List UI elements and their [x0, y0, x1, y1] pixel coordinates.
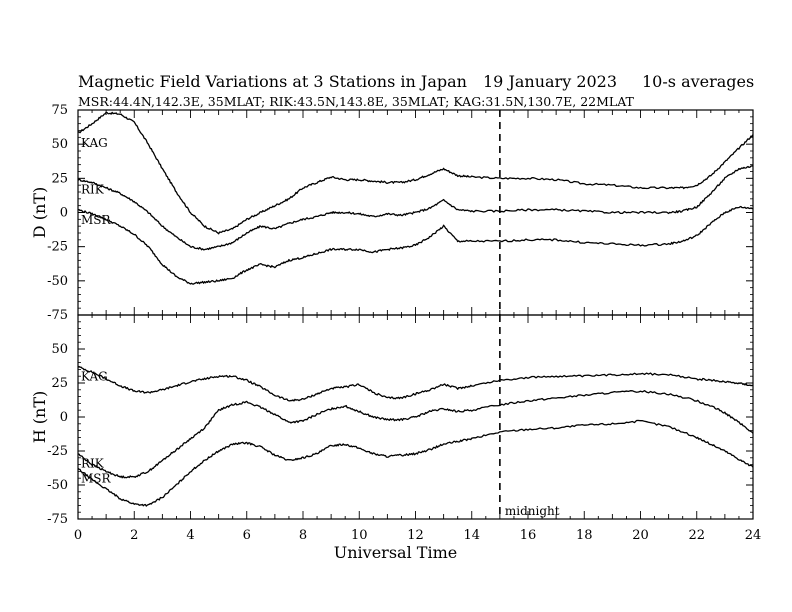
bottom-ytick-label: 0: [60, 410, 68, 425]
chart-title: Magnetic Field Variations at 3 Stations …: [78, 72, 467, 91]
top-series-rik: [77, 165, 754, 251]
top-ytick-label: 0: [60, 206, 68, 221]
top-series-kag: [77, 111, 754, 235]
top-ytick-label: 75: [51, 103, 68, 118]
chart-header: Magnetic Field Variations at 3 Stations …: [78, 72, 758, 92]
x-axis-title: Universal Time: [334, 543, 457, 562]
bottom-series-kag: [77, 365, 754, 402]
bottom-series-label-rik: RIK: [81, 457, 105, 471]
bottom-xtick-label: 18: [576, 528, 593, 543]
bottom-y-axis-title: H (nT): [30, 391, 49, 444]
bottom-xtick-label: 8: [299, 528, 307, 543]
bottom-ytick-label: -75: [47, 512, 68, 527]
top-series-msr: [77, 205, 754, 285]
bottom-ytick-label: -50: [47, 478, 68, 493]
bottom-xtick-label: 2: [130, 528, 138, 543]
bottom-xtick-label: 20: [632, 528, 649, 543]
top-series-label-msr: MSR: [81, 213, 112, 227]
bottom-ytick-label: 25: [51, 376, 68, 391]
chart-date: 19 January 2023: [483, 72, 618, 91]
top-y-axis-title: D (nT): [30, 187, 49, 238]
top-ytick-label: -50: [47, 274, 68, 289]
top-ytick-label: 25: [51, 171, 68, 186]
top-series-label-rik: RIK: [81, 183, 105, 197]
bottom-xtick-label: 14: [463, 528, 480, 543]
top-ytick-label: -75: [47, 308, 68, 323]
bottom-series-rik: [77, 390, 754, 479]
bottom-xtick-label: 4: [186, 528, 194, 543]
bottom-xtick-label: 6: [243, 528, 251, 543]
bottom-series-label-kag: KAG: [81, 370, 108, 384]
bottom-xtick-label: 16: [520, 528, 537, 543]
bottom-ytick-label: 50: [51, 342, 68, 357]
station-list: MSR:44.4N,142.3E, 35MLAT; RIK:43.5N,143.…: [78, 94, 634, 109]
bottom-midnight-label: midnight: [505, 504, 560, 518]
bottom-xtick-label: 10: [351, 528, 368, 543]
top-ytick-label: 50: [51, 137, 68, 152]
bottom-ytick-label: -25: [47, 444, 68, 459]
bottom-xtick-label: 12: [407, 528, 424, 543]
top-series-label-kag: KAG: [81, 136, 108, 150]
bottom-series-msr: [77, 419, 754, 507]
top-ytick-label: -25: [47, 240, 68, 255]
bottom-series-label-msr: MSR: [81, 472, 112, 486]
bottom-xtick-label: 22: [688, 528, 705, 543]
bottom-xtick-label: 0: [74, 528, 82, 543]
averaging-note: 10-s averages: [642, 72, 755, 91]
bottom-xtick-label: 24: [745, 528, 762, 543]
